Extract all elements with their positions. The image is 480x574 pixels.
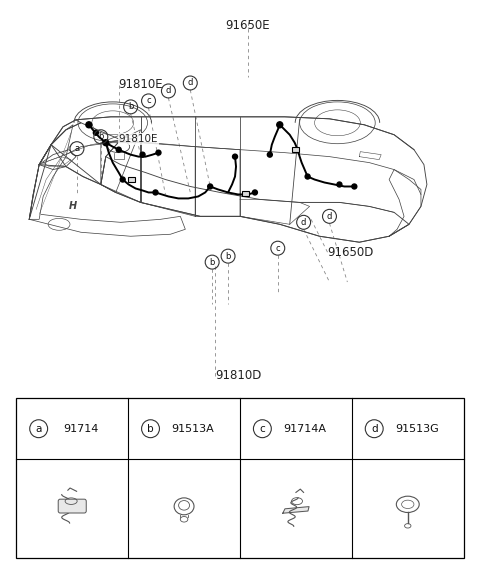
Text: 91513A: 91513A [172, 424, 215, 434]
Text: d: d [188, 79, 193, 87]
Circle shape [252, 190, 257, 195]
Text: b: b [209, 258, 215, 266]
Text: d: d [371, 424, 378, 434]
Text: b: b [226, 251, 231, 261]
Circle shape [93, 130, 98, 135]
Text: b: b [128, 102, 133, 111]
FancyBboxPatch shape [58, 499, 86, 513]
Text: d: d [166, 87, 171, 95]
Text: 91810D: 91810D [215, 369, 262, 382]
Circle shape [140, 152, 145, 157]
Text: c: c [260, 424, 265, 434]
Text: d: d [327, 212, 332, 221]
Text: c: c [276, 244, 280, 253]
Text: 91650E: 91650E [226, 20, 270, 32]
Text: d: d [301, 218, 306, 227]
Circle shape [120, 177, 125, 182]
Circle shape [232, 154, 238, 159]
Text: b: b [147, 424, 154, 434]
Text: a: a [36, 424, 42, 434]
FancyBboxPatch shape [242, 192, 249, 196]
Text: 91810E: 91810E [119, 79, 163, 91]
Circle shape [305, 174, 310, 179]
Circle shape [208, 184, 213, 189]
Text: 91513G: 91513G [395, 424, 439, 434]
FancyBboxPatch shape [292, 147, 299, 152]
Text: H: H [69, 201, 77, 211]
Circle shape [116, 147, 121, 152]
Text: 91650D: 91650D [327, 246, 374, 259]
Circle shape [153, 190, 158, 195]
FancyBboxPatch shape [128, 177, 134, 181]
Text: b: b [98, 132, 104, 141]
Circle shape [267, 152, 272, 157]
Text: 91714: 91714 [63, 424, 99, 434]
Circle shape [103, 139, 109, 146]
Circle shape [337, 182, 342, 187]
Text: a: a [74, 144, 80, 153]
FancyBboxPatch shape [16, 398, 464, 558]
Text: c: c [146, 96, 151, 106]
Circle shape [277, 122, 283, 128]
Circle shape [86, 122, 92, 128]
Circle shape [156, 150, 161, 155]
Circle shape [352, 184, 357, 189]
Text: 91810E: 91810E [119, 134, 158, 144]
Polygon shape [283, 507, 309, 513]
Text: 91714A: 91714A [283, 424, 326, 434]
